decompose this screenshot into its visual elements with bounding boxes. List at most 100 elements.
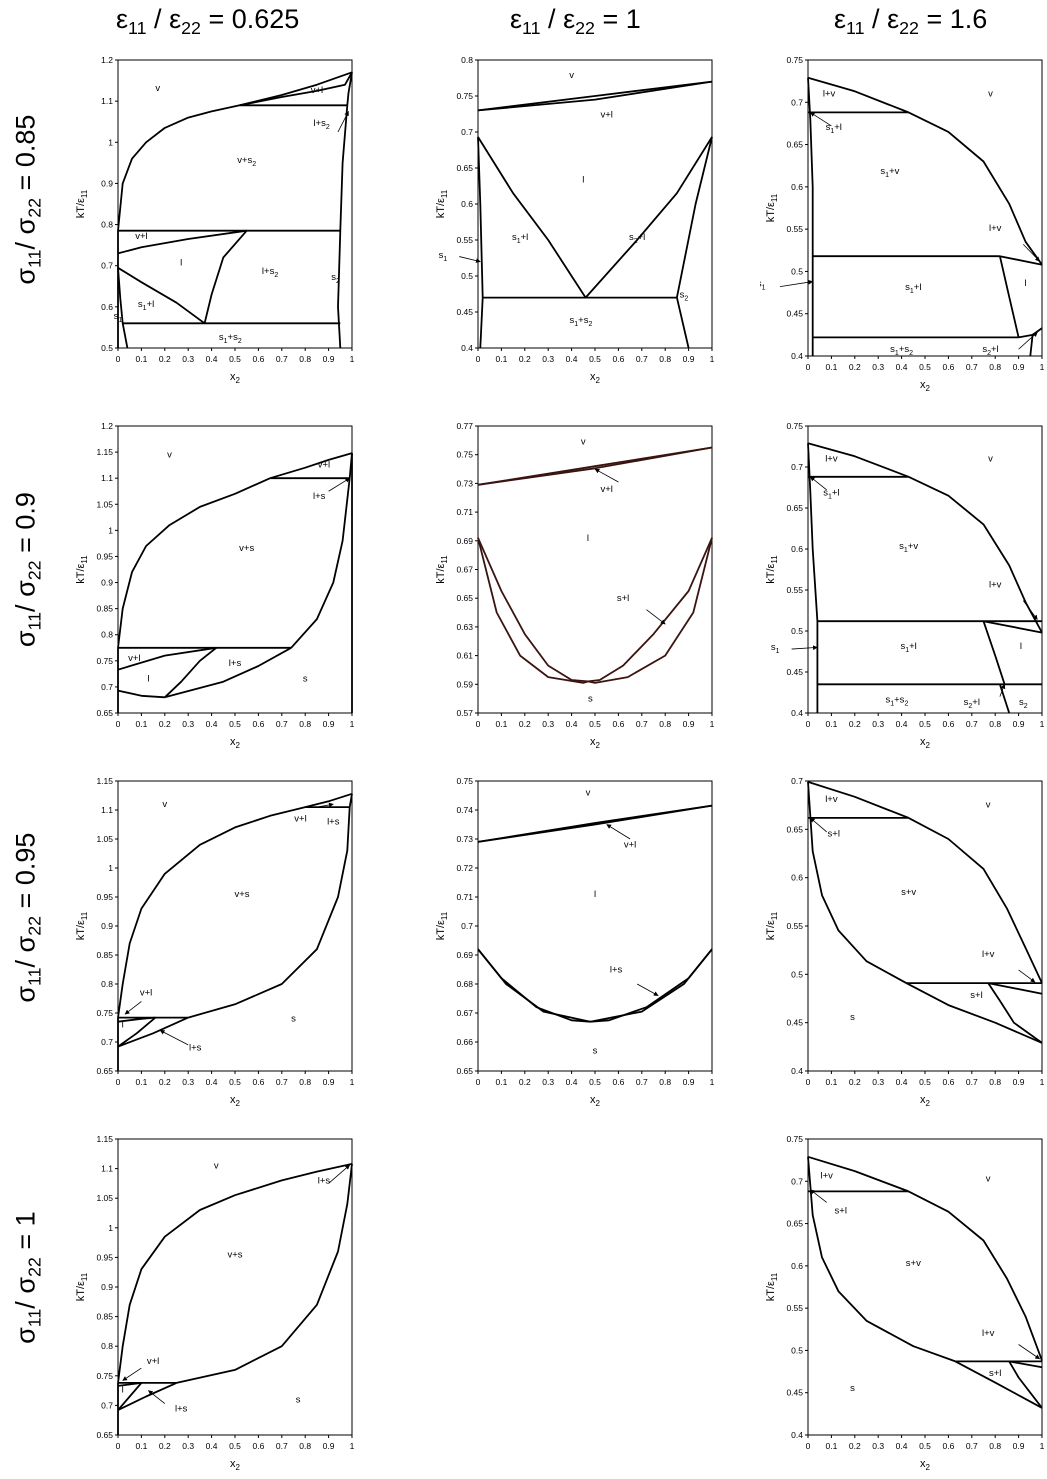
phase-boundary-curve	[348, 793, 353, 808]
region-label: l	[594, 889, 596, 900]
phase-boundary-curve	[1029, 334, 1034, 357]
x-tick-label: 0.6	[252, 719, 264, 729]
y-tick-label: 0.95	[96, 551, 113, 561]
col-header-2: ε11 / ε22 = 1	[510, 4, 641, 39]
phase-boundary-curve	[477, 948, 591, 1023]
y-axis-label: kT/ε11	[765, 193, 779, 222]
x-tick-label: 0.3	[182, 719, 194, 729]
y-tick-label: 0.55	[786, 585, 803, 595]
phase-boundary-curve	[807, 442, 909, 478]
region-label: v	[986, 799, 991, 810]
x-tick-label: 0.3	[542, 719, 554, 729]
region-label: s1+l	[138, 299, 154, 312]
x-axis-label: x2	[230, 1094, 241, 1108]
region-label: v+s	[234, 889, 249, 900]
x-tick-label: 0.7	[966, 719, 978, 729]
y-tick-label: 0.45	[786, 1388, 803, 1398]
annotation-arrow	[594, 468, 619, 483]
x-tick-label: 1	[710, 719, 715, 729]
phase-boundary-curve	[117, 267, 206, 325]
y-tick-label: 0.7	[791, 776, 803, 786]
annotation-arrow	[1018, 331, 1038, 350]
region-label: s+v	[906, 1258, 921, 1269]
annotation-arrow	[809, 1189, 827, 1203]
x-tick-label: 1	[350, 1441, 355, 1451]
y-tick-label: 0.8	[101, 979, 113, 989]
x-tick-label: 0.4	[206, 719, 218, 729]
x-tick-label: 0.5	[919, 362, 931, 372]
region-label: l+v	[825, 794, 838, 805]
y-tick-label: 0.6	[791, 1261, 803, 1271]
phase-boundary-curve	[164, 647, 292, 699]
phase-boundary-curve	[1008, 1360, 1043, 1409]
phase-boundary-curve	[346, 72, 353, 106]
region-label: l+s2	[313, 118, 329, 131]
x-tick-label: 0.5	[919, 719, 931, 729]
x-tick-label: 0.8	[659, 719, 671, 729]
phase-boundary-curve	[908, 475, 1043, 634]
phase-boundary-curve	[1018, 327, 1043, 339]
y-tick-label: 0.65	[786, 503, 803, 513]
y-tick-label: 0.95	[96, 892, 113, 902]
y-tick-label: 0.7	[791, 462, 803, 472]
x-tick-label: 0.9	[323, 719, 335, 729]
region-label: v	[155, 83, 160, 94]
phase-boundary-curve	[304, 792, 353, 808]
phase-boundary-curve	[176, 1163, 353, 1384]
phase-boundary-curve	[590, 948, 713, 1023]
phase-boundary-curve	[1009, 1360, 1043, 1369]
region-label: s	[291, 1014, 296, 1025]
x-tick-label: 0.3	[542, 1077, 554, 1087]
x-tick-label: 0.9	[1013, 1441, 1025, 1451]
phase-boundary-curve	[117, 806, 306, 1018]
y-tick-label: 0.45	[456, 307, 473, 317]
x-axis-label: x2	[920, 1094, 931, 1108]
y-tick-label: 0.69	[456, 536, 473, 546]
region-label: s1	[114, 311, 123, 324]
x-tick-label: 0.4	[566, 354, 578, 364]
x-tick-label: 0.2	[849, 719, 861, 729]
phase-boundary-curve	[807, 781, 909, 819]
y-tick-label: 1	[108, 863, 113, 873]
region-label: v	[988, 453, 993, 464]
y-tick-label: 0.6	[791, 873, 803, 883]
x-tick-label: 0.4	[206, 1077, 218, 1087]
region-label: s+l	[989, 1368, 1001, 1379]
region-label: l+s	[175, 1403, 188, 1414]
chart-r1c2: 0 0.1 0.2 0.3 0.4 0.5 0.6 0.7 0.8 0.9 1 0.4 0.45 0.5 0…	[435, 55, 715, 385]
y-tick-label: 0.5	[791, 266, 803, 276]
x-tick-label: 0.2	[849, 362, 861, 372]
x-tick-label: 0	[116, 1077, 121, 1087]
y-tick-label: 0.6	[791, 544, 803, 554]
annotation-arrow	[316, 802, 334, 808]
y-tick-label: 0.65	[456, 1066, 473, 1076]
x-tick-label: 0.3	[872, 362, 884, 372]
x-tick-label: 1	[350, 354, 355, 364]
annotation-arrow	[1022, 600, 1038, 620]
x-tick-label: 0.8	[989, 1077, 1001, 1087]
phase-boundary-curve	[117, 267, 129, 349]
y-tick-label: 0.55	[786, 921, 803, 931]
region-label: s2	[331, 272, 340, 285]
x-tick-label: 0.9	[683, 1077, 695, 1087]
y-tick-label: 0.75	[786, 1134, 803, 1144]
y-tick-label: 0.5	[791, 626, 803, 636]
phase-boundary-curve	[477, 537, 589, 684]
row-header-3: σ11/ σ22 = 0.95	[10, 832, 45, 1003]
y-tick-label: 0.7	[101, 261, 113, 271]
phase-boundary-curve	[987, 982, 1043, 1044]
x-tick-label: 0.3	[182, 1441, 194, 1451]
region-label: s2	[1019, 697, 1028, 710]
y-tick-label: 0.65	[456, 593, 473, 603]
y-tick-label: 0.55	[786, 1303, 803, 1313]
x-tick-label: 0.6	[252, 1077, 264, 1087]
x-tick-label: 0.3	[872, 719, 884, 729]
chart-r1c1: 0 0.1 0.2 0.3 0.4 0.5 0.6 0.7 0.8 0.9 1 0.5 0.6 0.7 0.…	[75, 55, 355, 385]
y-tick-label: 1.2	[101, 421, 113, 431]
y-tick-label: 1.15	[96, 1134, 113, 1144]
region-label: l+s	[313, 491, 326, 502]
region-label: l+v	[989, 223, 1002, 234]
annotation-arrow	[809, 112, 832, 127]
x-tick-label: 0.8	[659, 1077, 671, 1087]
region-label: l	[1025, 278, 1027, 289]
